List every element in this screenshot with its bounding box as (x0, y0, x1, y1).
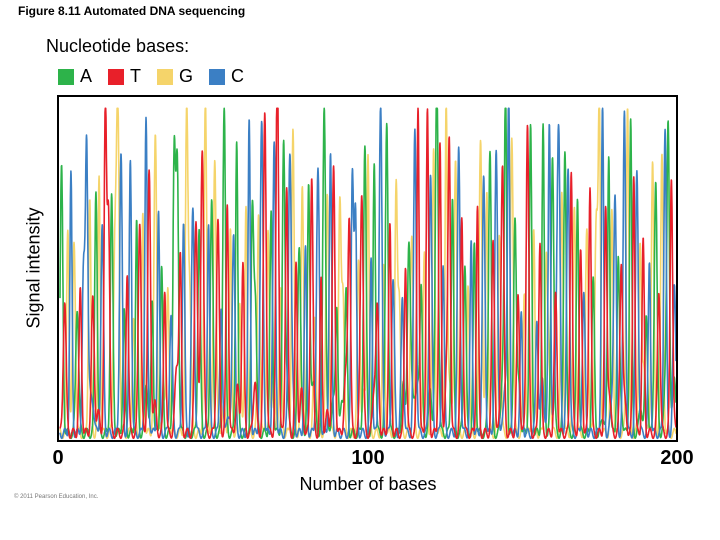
legend-swatch-g (157, 68, 174, 85)
legend-item-g: G (157, 66, 193, 87)
x-tick-0: 0 (52, 447, 63, 469)
legend-item-a: A (58, 66, 92, 87)
figure-title: Figure 8.11 Automated DNA sequencing (18, 4, 246, 18)
x-axis-label: Number of bases (299, 474, 437, 494)
trace-t (59, 107, 677, 440)
legend-swatch-a (58, 68, 74, 85)
trace-c (59, 107, 677, 440)
legend-swatch-t (108, 68, 125, 85)
legend: A T G C (58, 66, 244, 87)
plot-frame (57, 95, 678, 442)
trace-layer (59, 107, 677, 440)
legend-item-c: C (209, 66, 244, 87)
legend-label-c: C (231, 66, 245, 86)
legend-swatch-c (209, 68, 226, 85)
copyright-notice: © 2011 Pearson Education, Inc. (14, 494, 99, 500)
legend-label-a: A (80, 66, 93, 86)
legend-title: Nucleotide bases: (46, 36, 190, 56)
legend-label-t: T (130, 66, 142, 86)
x-tick-100: 100 (351, 447, 384, 469)
legend-label-g: G (179, 66, 194, 86)
legend-item-t: T (108, 66, 141, 87)
x-tick-200: 200 (660, 447, 693, 469)
